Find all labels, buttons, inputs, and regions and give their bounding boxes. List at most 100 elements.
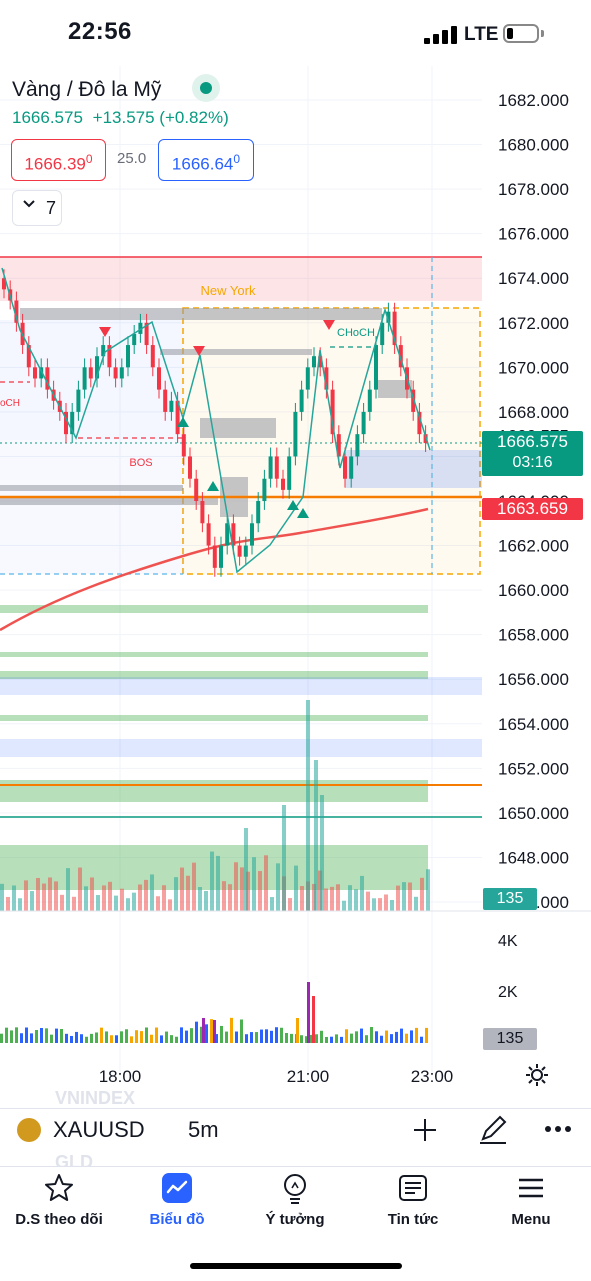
- volume-profile-bar: [348, 885, 352, 911]
- last-price-value: 1666.575: [497, 432, 568, 451]
- volume-bar: [20, 1033, 23, 1043]
- candle-body: [175, 400, 180, 435]
- volume-bar: [100, 1027, 103, 1043]
- volume-profile-bar: [294, 865, 298, 911]
- buy-signal-icon: [287, 500, 299, 510]
- volume-profile-bar: [324, 888, 328, 911]
- candle-body: [299, 389, 304, 412]
- volume-profile-bar: [216, 855, 220, 911]
- nav-news[interactable]: [354, 1172, 472, 1209]
- volume-profile-bar: [378, 898, 382, 911]
- volume-bar: [375, 1031, 378, 1043]
- volume-spike: [282, 805, 286, 911]
- candle-body: [392, 311, 397, 346]
- more-icon[interactable]: [544, 1125, 572, 1133]
- volume-bar: [235, 1031, 238, 1043]
- symbol-name[interactable]: XAUUSD: [53, 1117, 145, 1142]
- volume-bar: [195, 1021, 198, 1043]
- price-chart[interactable]: New York CHoCH BOS oCH 1682.000 1680.000 1678.…: [0, 66, 591, 1108]
- last-price-tag: 1666.575 03:16: [482, 431, 583, 476]
- sell-signal-icon: [99, 327, 111, 337]
- volume-bar: [355, 1031, 358, 1043]
- candle-body: [206, 523, 211, 546]
- candle-body: [26, 345, 31, 368]
- candle-body: [231, 523, 236, 546]
- ma-200-line: [0, 507, 429, 632]
- home-indicator: [190, 1263, 402, 1269]
- lightbulb-icon: [284, 1174, 306, 1204]
- news-icon: [399, 1175, 427, 1201]
- price-change: +13.575 (+0.82%): [92, 108, 229, 127]
- candle-body: [132, 333, 137, 346]
- x-tick-label: 23:00: [411, 1067, 454, 1086]
- volume-profile-bar: [18, 898, 22, 911]
- nav-ideas-label: Ý tưởng: [265, 1211, 325, 1228]
- current-price: 1666.575: [12, 108, 83, 127]
- volume-profile-bar: [264, 855, 268, 911]
- plus-icon[interactable]: [412, 1117, 438, 1143]
- volume-profile-bar: [36, 877, 40, 911]
- chevron-down-icon: [23, 200, 35, 208]
- candle-body: [305, 367, 310, 390]
- volume-profile-bar: [372, 898, 376, 911]
- menu-icon: [519, 1178, 543, 1198]
- interval-selector[interactable]: 5m: [188, 1117, 219, 1142]
- y-tick-label: 1674.000: [498, 269, 569, 288]
- y-tick-label: 1654.000: [498, 715, 569, 734]
- volume-bar: [140, 1031, 143, 1043]
- settings-gear-icon[interactable]: [525, 1063, 549, 1087]
- choch-label-left: oCH: [0, 398, 20, 409]
- volume-spike-bar: [312, 996, 315, 1043]
- volume-bar: [420, 1036, 423, 1043]
- nav-ideas[interactable]: [236, 1172, 354, 1211]
- nav-chart-label: Biểu đồ: [149, 1211, 205, 1228]
- candle-body: [287, 456, 292, 490]
- volume-bar: [425, 1027, 428, 1043]
- x-tick-label: 21:00: [287, 1067, 330, 1086]
- volume-tick-label: 2K: [498, 984, 518, 1001]
- volume-spike: [314, 760, 318, 911]
- volume-bar: [320, 1030, 323, 1043]
- volume-bar: [275, 1027, 278, 1043]
- y-tick-label: 1672.000: [498, 314, 569, 333]
- volume-spike-bar: [202, 1018, 205, 1043]
- volume-bar: [410, 1030, 413, 1043]
- volume-bar: [50, 1034, 53, 1043]
- order-block: [0, 497, 218, 505]
- symbol-title[interactable]: Vàng / Đô la Mỹ: [12, 78, 162, 101]
- session-label: New York: [201, 283, 256, 298]
- nav-chart[interactable]: [118, 1172, 236, 1209]
- network-label: LTE: [464, 24, 499, 45]
- volume-bar: [110, 1035, 113, 1043]
- y-tick-label: 1652.000: [498, 759, 569, 778]
- candle-body: [163, 389, 168, 412]
- volume-bar: [385, 1030, 388, 1043]
- buy-signal-icon: [297, 508, 309, 518]
- volume-bar: [365, 1035, 368, 1043]
- candle-body: [101, 345, 106, 357]
- pen-icon[interactable]: [478, 1113, 508, 1145]
- candle-body: [243, 545, 248, 557]
- y-tick-label: 1648.000: [498, 848, 569, 867]
- chart-area[interactable]: New York CHoCH BOS oCH 1682.000 1680.000 1678.…: [0, 66, 591, 1108]
- indicators-toggle-button[interactable]: 7: [12, 190, 62, 226]
- sell-button[interactable]: 1666.390: [11, 139, 106, 181]
- bos-label: BOS: [129, 457, 152, 469]
- nav-menu[interactable]: [472, 1172, 590, 1209]
- candle-body: [367, 389, 372, 412]
- volume-profile-bar: [420, 877, 424, 911]
- volume-profile-bar: [222, 881, 226, 911]
- nav-watchlist[interactable]: [0, 1172, 118, 1209]
- ghost-symbol-top: VNINDEX: [55, 1088, 136, 1108]
- buy-button[interactable]: 1666.640: [158, 139, 254, 181]
- volume-bar: [310, 1034, 313, 1043]
- volume-profile-bar: [90, 877, 94, 911]
- candle-body: [188, 456, 192, 479]
- volume-bar: [340, 1036, 343, 1043]
- volume-profile-bar: [192, 862, 196, 911]
- volume-profile-bar: [156, 896, 160, 911]
- candle-body: [157, 367, 161, 390]
- volume-bar: [370, 1027, 373, 1043]
- volume-profile-bar: [384, 894, 388, 911]
- volume-bar: [405, 1033, 408, 1043]
